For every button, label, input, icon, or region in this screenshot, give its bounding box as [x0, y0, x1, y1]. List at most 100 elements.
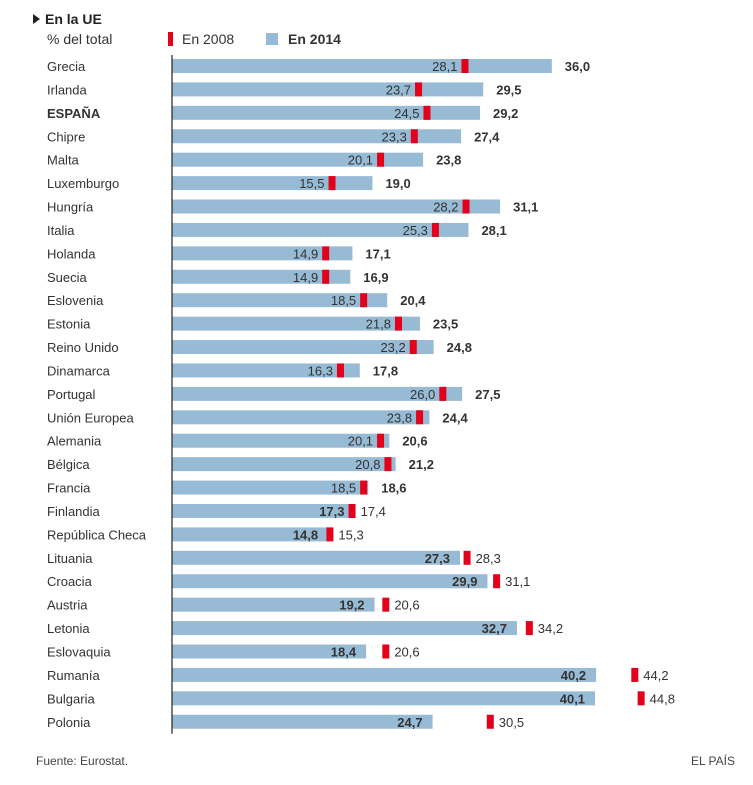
marker-2008	[326, 527, 334, 542]
marker-2008	[423, 105, 431, 120]
category-label: Grecia	[47, 59, 86, 74]
label-2014: 40,2	[561, 668, 586, 683]
marker-2008	[463, 550, 471, 565]
label-2008: 20,1	[348, 153, 373, 168]
category-label: Letonia	[47, 621, 90, 636]
bar-2014	[172, 621, 517, 636]
label-2008: 15,3	[338, 527, 363, 542]
category-label: República Checa	[47, 527, 147, 542]
bar-2014	[172, 386, 463, 401]
bar-2014	[172, 667, 597, 682]
brand-label: EL PAÍS	[690, 754, 735, 768]
label-2014: 17,3	[319, 504, 344, 519]
bar-2014	[172, 176, 373, 191]
marker-2008	[377, 152, 385, 167]
label-2014: 40,1	[560, 691, 585, 706]
bar-2014	[172, 644, 367, 659]
bar-2014	[172, 480, 369, 495]
label-2008: 14,9	[293, 246, 318, 261]
label-2008: 20,6	[394, 645, 419, 660]
chart-subtitle: % del total	[47, 31, 113, 47]
marker-2008	[462, 199, 470, 214]
label-2014: 20,4	[400, 293, 426, 308]
label-2008: 25,3	[403, 223, 428, 238]
label-2008: 23,8	[387, 410, 412, 425]
bar-2014	[172, 222, 469, 237]
bar-2014	[172, 363, 360, 378]
label-2014: 36,0	[565, 59, 590, 74]
category-label: Eslovenia	[47, 293, 104, 308]
label-2014: 27,5	[475, 387, 500, 402]
label-2014: 23,5	[433, 317, 458, 332]
label-2014: 24,7	[397, 715, 422, 730]
category-label: Malta	[47, 153, 80, 168]
label-2014: 18,6	[381, 481, 406, 496]
category-label: Francia	[47, 481, 91, 496]
label-2008: 16,3	[308, 363, 333, 378]
label-2014: 32,7	[482, 621, 507, 636]
label-2014: 24,8	[447, 340, 472, 355]
category-label: Irlanda	[47, 82, 88, 97]
marker-2008	[336, 363, 344, 378]
label-2014: 21,2	[409, 457, 434, 472]
marker-2008	[486, 714, 494, 729]
label-2014: 17,1	[365, 246, 390, 261]
label-2008: 23,3	[382, 129, 407, 144]
chart-title: En la UE	[33, 11, 102, 27]
label-2008: 44,2	[643, 668, 668, 683]
marker-2008	[360, 480, 368, 495]
play-arrow-icon	[33, 14, 40, 25]
label-2014: 17,8	[373, 363, 398, 378]
label-2008: 30,5	[499, 715, 524, 730]
label-2008: 26,0	[410, 387, 435, 402]
source-note: Fuente: Eurostat.	[36, 754, 129, 768]
legend-item-2008: En 2008	[168, 31, 234, 47]
label-2014: 27,3	[425, 551, 450, 566]
bar-2014	[172, 246, 353, 261]
label-2014: 16,9	[363, 270, 388, 285]
label-2008: 44,8	[650, 691, 675, 706]
label-2008: 18,5	[331, 293, 356, 308]
marker-2008	[322, 269, 330, 284]
legend-label-2008: En 2008	[182, 31, 235, 47]
marker-2008	[360, 293, 368, 308]
label-2014: 19,0	[385, 176, 410, 191]
label-2008: 28,3	[476, 551, 501, 566]
label-2014: 24,4	[442, 410, 468, 425]
bar-2014	[172, 152, 424, 167]
category-label: Austria	[47, 598, 88, 613]
legend-item-2014: En 2014	[266, 31, 341, 47]
marker-2008	[328, 176, 336, 191]
label-2008: 20,1	[348, 434, 373, 449]
label-2008: 17,4	[361, 504, 386, 519]
category-label: Suecia	[47, 270, 88, 285]
bar-2014	[172, 316, 420, 331]
legend-label-2014: En 2014	[288, 31, 341, 47]
label-2008: 23,7	[386, 82, 411, 97]
label-2008: 15,5	[299, 176, 324, 191]
bar-2014	[172, 714, 433, 729]
category-label: Bélgica	[47, 457, 90, 472]
label-2014: 29,2	[493, 106, 518, 121]
bar-2014	[172, 269, 351, 284]
marker-2008	[415, 82, 423, 97]
bar-2014	[172, 433, 390, 448]
category-label: Holanda	[47, 246, 96, 261]
category-label: Rumanía	[47, 668, 101, 683]
marker-2008	[394, 316, 402, 331]
category-label: Bulgaria	[47, 691, 95, 706]
marker-2008	[348, 503, 356, 518]
title-text: En la UE	[45, 11, 102, 27]
category-label: Croacia	[47, 574, 93, 589]
marker-2008	[637, 691, 645, 706]
marker-2008	[410, 129, 418, 144]
label-2008: 21,8	[366, 317, 391, 332]
marker-2008	[409, 340, 417, 355]
bar-2014	[172, 82, 484, 97]
marker-2008	[493, 574, 501, 589]
category-label: Alemania	[47, 434, 102, 449]
category-label: Polonia	[47, 715, 91, 730]
label-2008: 20,6	[394, 598, 419, 613]
label-2014: 28,1	[481, 223, 506, 238]
marker-2008	[431, 222, 439, 237]
